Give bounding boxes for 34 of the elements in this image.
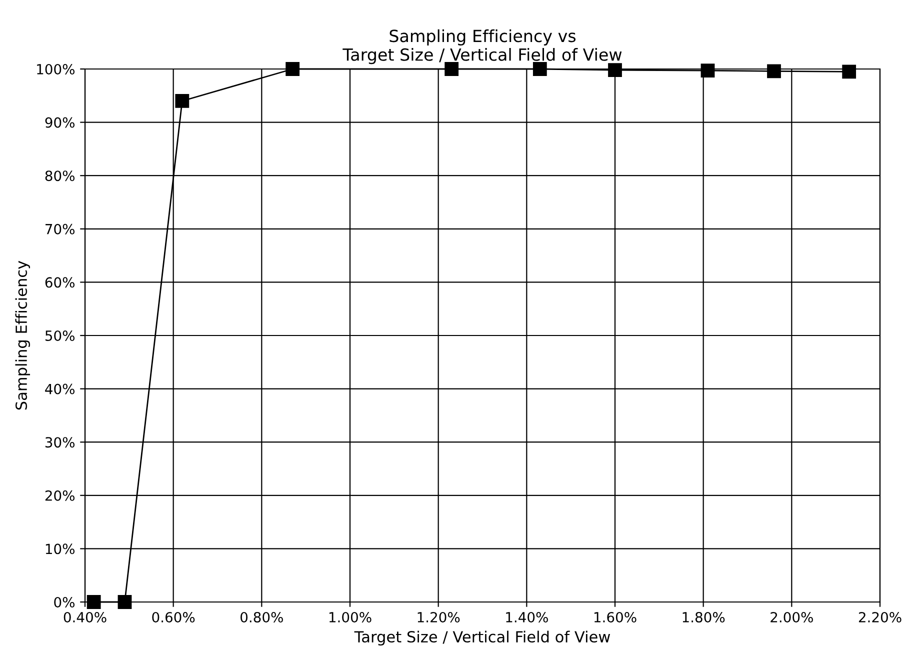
x-tick-label: 1.20% — [418, 612, 460, 622]
point — [842, 64, 856, 79]
y-axis-title: Sampling Efficiency — [15, 260, 30, 410]
point — [608, 63, 622, 78]
point — [118, 595, 132, 609]
x-tick-label: 1.40% — [506, 612, 548, 622]
point — [86, 595, 101, 609]
point — [767, 64, 781, 78]
x-tick-label: 0.80% — [240, 612, 283, 622]
y-tick-label: 60% — [45, 277, 75, 288]
y-tick-label: 10% — [46, 544, 75, 554]
x-tick-label: 1.60% — [594, 612, 636, 622]
y-tick-label: 0% — [54, 596, 75, 608]
y-tick-label: 30% — [45, 437, 75, 448]
point — [532, 62, 547, 76]
x-tick-label: 2.20% — [858, 612, 902, 622]
x-axis-title: Target Size / Vertical Field of View — [354, 630, 610, 646]
y-tick-label: 20% — [45, 490, 75, 501]
y-tick-label: 80% — [45, 170, 75, 182]
point — [175, 94, 190, 108]
point — [700, 64, 715, 78]
x-tick-label: 1.80% — [682, 612, 725, 622]
chart-title: Sampling Efficiency vs Target Size / Vertical Field of View — [342, 29, 622, 64]
y-tick-label: 100% — [37, 64, 75, 74]
point — [444, 62, 459, 76]
point — [286, 62, 300, 76]
y-tick-label: 40% — [45, 384, 75, 394]
x-tick-label: 0.40% — [64, 612, 106, 622]
x-tick-label: 2.00% — [770, 612, 813, 622]
y-tick-label: 90% — [45, 117, 75, 128]
y-tick-label: 70% — [46, 224, 75, 234]
y-tick-label: 50% — [45, 330, 75, 341]
x-tick-label: 0.60% — [152, 612, 195, 622]
x-tick-label: 1.00% — [329, 612, 372, 622]
